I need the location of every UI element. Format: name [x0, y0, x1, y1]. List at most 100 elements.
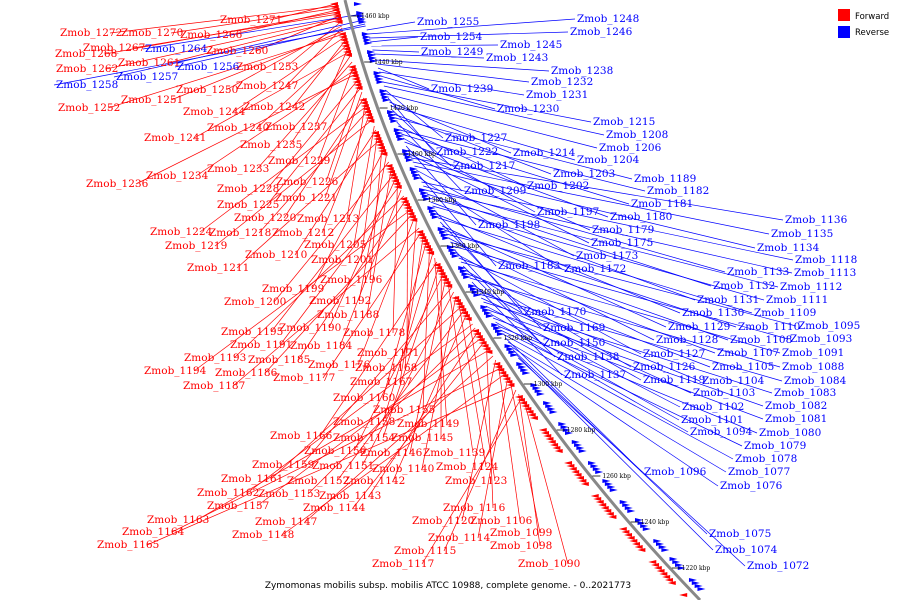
reverse-gene-feature — [508, 350, 517, 354]
reverse-gene-feature — [627, 509, 636, 513]
reverse-gene-connector — [396, 121, 463, 192]
scale-tick-label: 1380 kbp — [428, 197, 457, 204]
forward-gene-feature — [331, 8, 340, 12]
forward-gene-feature — [624, 533, 633, 537]
forward-gene-feature — [391, 179, 400, 183]
forward-gene-label: Zmob_1163 — [147, 514, 209, 526]
forward-gene-label: Zmob_1178 — [343, 327, 405, 339]
reverse-gene-feature — [634, 518, 643, 522]
forward-gene-connector — [311, 149, 385, 290]
forward-gene-feature — [580, 482, 589, 486]
scale-tick-label: 1240 kbp — [641, 519, 670, 526]
forward-gene-connector — [421, 295, 457, 470]
forward-gene-feature — [605, 512, 614, 516]
forward-gene-connector — [301, 287, 452, 466]
forward-gene-label: Zmob_1162 — [197, 487, 259, 499]
reverse-gene-label: Zmob_1081 — [765, 413, 827, 425]
forward-gene-connector — [319, 261, 438, 437]
forward-gene-connector — [457, 299, 487, 468]
reverse-gene-feature — [376, 80, 385, 84]
reverse-gene-connector — [368, 31, 569, 39]
forward-gene-label: Zmob_1147 — [255, 516, 317, 528]
forward-gene-label: Zmob_1144 — [303, 502, 366, 514]
reverse-gene-feature — [450, 251, 459, 255]
reverse-gene-connector — [502, 333, 734, 460]
reverse-gene-feature — [380, 92, 389, 96]
forward-gene-connector — [105, 17, 340, 70]
reverse-gene-connector — [371, 44, 499, 47]
forward-gene-label: Zmob_1266 — [180, 29, 243, 41]
forward-gene-label: Zmob_1272 — [60, 27, 122, 39]
reverse-gene-label: Zmob_1096 — [644, 466, 707, 478]
scale-tick-label: 1340 kbp — [476, 289, 505, 296]
forward-gene-feature — [662, 575, 671, 579]
reverse-gene-feature — [640, 524, 649, 528]
forward-gene-label: Zmob_1157 — [207, 500, 269, 512]
reverse-gene-label: Zmob_1129 — [668, 321, 730, 333]
forward-gene-label: Zmob_1229 — [268, 155, 330, 167]
scale-tick-label: 1260 kbp — [602, 473, 631, 480]
reverse-gene-label: Zmob_1109 — [754, 307, 816, 319]
genome-title: Zymomonas mobilis subsp. mobilis ATCC 10… — [265, 581, 631, 591]
reverse-gene-feature — [409, 167, 418, 171]
forward-gene-connector — [382, 241, 427, 399]
reverse-gene-feature — [379, 89, 388, 93]
forward-gene-connector — [256, 44, 348, 129]
forward-gene-feature — [434, 266, 443, 270]
forward-gene-label: Zmob_1200 — [224, 296, 286, 308]
forward-gene-feature — [332, 11, 341, 15]
forward-gene-label: Zmob_1233 — [207, 163, 269, 175]
forward-gene-connector — [167, 19, 341, 64]
forward-gene-feature — [502, 377, 511, 381]
reverse-gene-connector — [497, 325, 758, 434]
forward-gene-label: Zmob_1199 — [262, 283, 324, 295]
reverse-gene-feature — [506, 347, 515, 351]
reverse-gene-label: Zmob_1204 — [577, 154, 640, 166]
forward-gene-label: Zmob_1191 — [230, 339, 292, 351]
reverse-gene-connector — [478, 293, 783, 382]
forward-gene-feature — [402, 203, 411, 207]
forward-gene-label: Zmob_1270 — [121, 27, 183, 39]
forward-gene-connector — [392, 181, 398, 334]
reverse-gene-label: Zmob_1257 — [116, 71, 178, 83]
reverse-gene-feature — [534, 389, 543, 393]
reverse-gene-label: Zmob_1101 — [681, 414, 743, 426]
reverse-gene-feature — [491, 323, 500, 327]
reverse-gene-connector — [379, 71, 525, 96]
forward-gene-feature — [342, 47, 351, 51]
reverse-gene-connector — [488, 309, 764, 407]
forward-gene-connector — [270, 173, 395, 333]
forward-gene-feature — [664, 578, 673, 582]
reverse-gene-connector — [456, 253, 642, 355]
forward-gene-label: Zmob_1188 — [317, 309, 379, 321]
reverse-gene-feature — [393, 128, 402, 132]
reverse-gene-feature — [404, 155, 413, 159]
reverse-gene-label: Zmob_1238 — [551, 65, 613, 77]
forward-gene-feature — [444, 284, 453, 288]
forward-gene-feature — [608, 515, 617, 519]
reverse-gene-feature — [473, 293, 482, 297]
reverse-gene-label: Zmob_1181 — [631, 198, 693, 210]
reverse-gene-feature — [691, 581, 700, 585]
forward-gene-label: Zmob_1166 — [270, 430, 333, 442]
reverse-gene-connector — [174, 23, 366, 68]
reverse-gene-feature — [421, 194, 430, 198]
reverse-gene-feature — [493, 326, 502, 330]
reverse-gene-label: Zmob_1131 — [697, 294, 759, 306]
reverse-gene-label: Zmob_1243 — [486, 52, 548, 64]
forward-gene-connector — [524, 401, 569, 565]
forward-gene-connector — [246, 323, 473, 494]
reverse-gene-connector — [402, 137, 536, 213]
reverse-gene-label: Zmob_1080 — [759, 427, 821, 439]
reverse-gene-feature — [357, 14, 366, 18]
forward-gene-label: Zmob_1211 — [187, 262, 249, 274]
forward-gene-label: Zmob_1176 — [308, 359, 371, 371]
forward-gene-feature — [547, 440, 556, 444]
forward-gene-feature — [656, 569, 665, 573]
forward-gene-label: Zmob_1155 — [373, 404, 435, 416]
reverse-gene-label: Zmob_1209 — [464, 185, 526, 197]
forward-gene-connector — [353, 125, 375, 246]
reverse-gene-connector — [439, 221, 542, 329]
reverse-gene-feature — [413, 176, 422, 180]
reverse-gene-feature — [402, 149, 411, 153]
